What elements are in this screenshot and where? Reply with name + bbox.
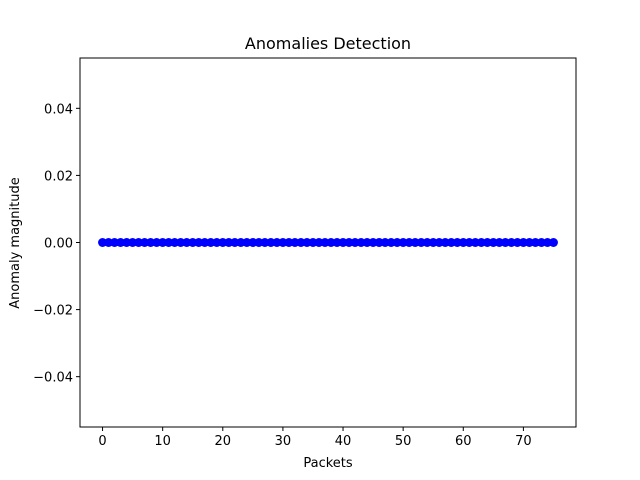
x-tick-label: 10 [154, 434, 171, 449]
x-tick-label: 50 [395, 434, 412, 449]
x-tick-label: 60 [455, 434, 472, 449]
x-tick-label: 0 [98, 434, 106, 449]
y-tick-label: 0.00 [44, 237, 73, 252]
y-tick-label: 0.04 [44, 102, 73, 117]
y-axis: −0.04 −0.02 0.00 0.02 0.04 [33, 102, 80, 386]
y-tick-label: −0.02 [33, 304, 73, 319]
x-tick-label: 40 [335, 434, 352, 449]
x-axis-label: Packets [303, 456, 353, 471]
x-tick-label: 20 [215, 434, 232, 449]
x-tick-label: 70 [515, 434, 532, 449]
data-series [98, 238, 558, 247]
y-tick-label: 0.02 [44, 169, 73, 184]
x-tick-label: 30 [275, 434, 292, 449]
y-axis-label: Anomaly magnitude [8, 177, 23, 308]
chart-title: Anomalies Detection [245, 34, 411, 53]
y-tick-label: −0.04 [33, 371, 73, 386]
data-point [548, 238, 558, 247]
x-axis: 0 10 20 30 40 50 60 70 [98, 427, 532, 449]
